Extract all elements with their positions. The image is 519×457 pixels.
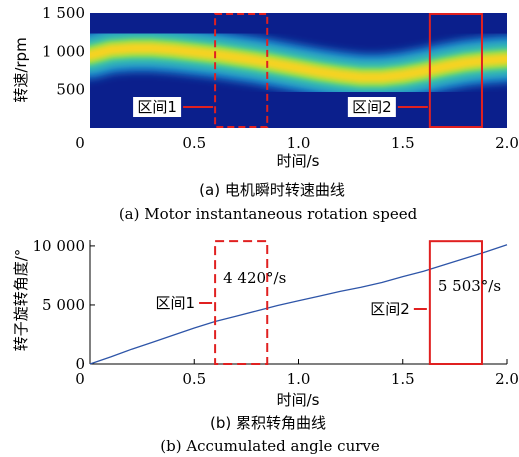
panel-a-caption-cn: (a) 电机瞬时转速曲线: [199, 181, 345, 199]
panel-a-region-box-2: [428, 13, 483, 128]
panel-a-y-tick-label: 1 500: [42, 4, 85, 22]
panel-b-x-tick-label: 0: [75, 370, 85, 388]
panel-a-region-box-1: [214, 13, 269, 128]
panel-b-y-tick-label: 10 000: [33, 237, 86, 255]
panel-a-region-label-bg-1: [133, 97, 182, 117]
ridge-core: [90, 43, 507, 83]
panel-b-y-tick-label: 0: [75, 355, 85, 373]
panel-b-caption-en: (b) Accumulated angle curve: [160, 437, 380, 455]
panel-a-region-label-2: 区间2: [352, 98, 392, 116]
panel-a-x-tick-label: 1.0: [287, 134, 311, 152]
panel-a-region-label-1: 区间1: [137, 98, 177, 116]
panel-a-region-label-bg-2: [347, 97, 396, 117]
panel-b-region-label-2: 区间2: [370, 300, 410, 318]
accumulated-angle-line: [89, 244, 508, 365]
panel-b-x-tick-label: 0.5: [182, 370, 206, 388]
panel-a-x-tick-label: 2.0: [495, 134, 519, 152]
panel-a-y-tick-label: 1 000: [42, 42, 85, 60]
panel-b-y-tick-label: 5 000: [42, 296, 85, 314]
panel-b-x-tick-label: 1.0: [287, 370, 311, 388]
panel-b: 10 000 5 000 00 0.5 1.0 1.5 2.0 4 420°/s 区间1 5 5…: [12, 237, 519, 455]
panel-a-caption-en: (a) Motor instantaneous rotation speed: [119, 205, 418, 223]
panel-a-x-tick-label: 0: [75, 134, 85, 152]
panel-b-region-label-1: 区间1: [156, 294, 196, 312]
panel-b-region-box-1: [214, 240, 269, 365]
panel-b-region-rate-1: 4 420°/s: [223, 269, 286, 287]
panel-b-x-tick-label: 2.0: [495, 370, 519, 388]
panel-b-ylabel: 转子旋转角度/°: [12, 249, 30, 352]
panel-a-xlabel: 时间/s: [277, 152, 320, 170]
panel-a-x-tick-label: 0.5: [182, 134, 206, 152]
heatmap-ridge: [90, 25, 507, 101]
panel-a-x-tick-label: 1.5: [391, 134, 415, 152]
panel-b-caption-cn: (b) 累积转角曲线: [210, 414, 326, 432]
panel-a-ylabel: 转速/rpm: [12, 37, 30, 102]
panel-a-y-tick-label: 500: [56, 81, 85, 99]
panel-b-x-tick-label: 1.5: [391, 370, 415, 388]
panel-b-region-rate-2: 5 503°/s: [438, 277, 501, 295]
panel-a: 1 500 1 000 500 0 0.5 1.0 1.5 2.0 区间1 区间2 时间/s 转…: [12, 4, 519, 223]
panel-b-xlabel: 时间/s: [277, 391, 320, 409]
panel-b-region-box-2: [428, 240, 483, 365]
